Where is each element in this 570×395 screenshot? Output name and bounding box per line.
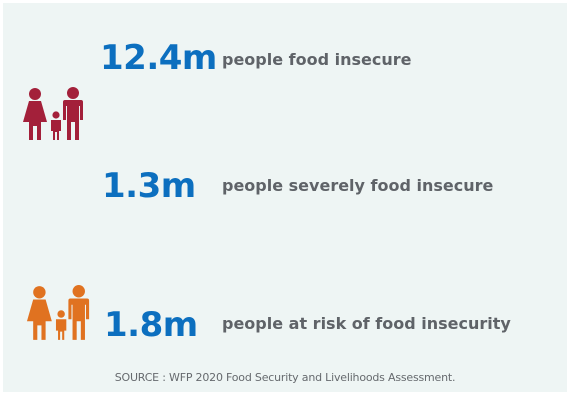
infographic-panel (3, 3, 567, 392)
stat-label-risk-food-insecurity: people at risk of food insecurity (222, 314, 511, 333)
stat-value-food-insecure: 12.4m (100, 38, 217, 78)
family-icon (20, 86, 84, 142)
source-note: SOURCE : WFP 2020 Food Security and Live… (114, 371, 456, 384)
stat-label-severely-food-insecure: people severely food insecure (222, 176, 494, 195)
stat-value-risk-food-insecurity: 1.8m (104, 305, 198, 345)
family-icon (20, 284, 94, 342)
stat-label-food-insecure: people food insecure (222, 50, 412, 69)
stat-value-severely-food-insecure: 1.3m (102, 166, 196, 206)
